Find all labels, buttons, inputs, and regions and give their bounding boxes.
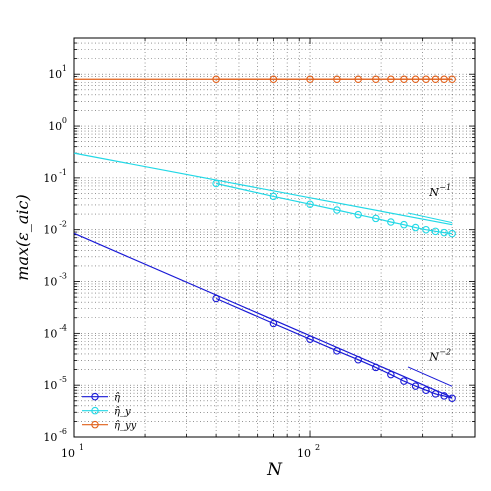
series-2 [73, 152, 456, 238]
y-tick-exponent: 0 [62, 116, 67, 125]
data-point [387, 218, 395, 226]
legend-marker [91, 420, 99, 429]
series-1 [73, 232, 456, 402]
legend: η̂ η̂_y η̂_yy [82, 393, 137, 432]
data-point [448, 75, 456, 83]
y-tick-label: 10 [48, 120, 62, 133]
legend-marker [91, 406, 99, 415]
y-tick-exponent: -4 [59, 323, 67, 332]
y-tick-exponent: -3 [59, 272, 67, 281]
data-point [354, 210, 362, 219]
y-tick-label: 10 [48, 68, 62, 81]
legend-marker [91, 392, 99, 401]
legend-entry-2: η̂_y [82, 407, 131, 418]
slope-annotation-2: N −2 [407, 347, 453, 387]
slope-label: N [428, 186, 439, 199]
y-tick-label: 10 [43, 172, 57, 185]
legend-entry-3: η̂_yy [82, 421, 137, 432]
data-point [431, 75, 440, 83]
slope-annotation-1: N −1 [407, 183, 453, 224]
x-axis-label: N [266, 460, 283, 480]
data-point [269, 319, 278, 328]
series-group [73, 75, 456, 402]
reference-slope-line [407, 212, 453, 224]
slope-annotations: N −1N −2 [407, 183, 453, 387]
data-point [422, 386, 430, 394]
legend-label: η̂_yy [114, 421, 137, 432]
data-point [448, 229, 456, 238]
data-point [387, 75, 395, 83]
y-tick-exponent: -5 [59, 375, 67, 384]
series-line [215, 182, 453, 235]
y-axis-label: max(ε_aic) [13, 194, 32, 280]
data-point [212, 179, 220, 188]
data-point [306, 335, 314, 343]
legend-entry-1: η̂ [82, 393, 120, 404]
data-point [269, 75, 278, 83]
y-tick-label: 10 [43, 327, 57, 340]
slope-exponent: −1 [439, 183, 451, 192]
data-point [372, 75, 380, 83]
data-point [422, 225, 430, 234]
y-tick-label: 10 [43, 379, 57, 392]
data-point [411, 223, 420, 232]
legend-label: η̂ [114, 393, 120, 404]
y-tick-exponent: -6 [59, 427, 67, 436]
data-point [212, 294, 220, 303]
data-point [400, 377, 408, 385]
data-point [431, 227, 440, 236]
x-tick-label: 10 [61, 447, 75, 460]
data-point [422, 75, 430, 83]
data-point [333, 206, 341, 214]
series-fit-line [73, 232, 453, 398]
data-point [354, 355, 362, 364]
data-point [440, 75, 448, 83]
y-tick-label: 10 [43, 276, 57, 289]
data-point [431, 390, 440, 398]
series-3 [74, 75, 456, 83]
legend-label: η̂_y [114, 407, 131, 418]
slope-label: N [428, 350, 439, 363]
data-point [440, 392, 448, 400]
data-point [400, 75, 408, 83]
data-point [448, 394, 456, 402]
data-point [400, 220, 408, 229]
y-tick-exponent: 1 [62, 64, 67, 73]
data-point [411, 382, 420, 390]
data-point [354, 75, 362, 83]
y-tick-label: 10 [43, 431, 57, 444]
grid [73, 37, 476, 438]
data-point [387, 370, 395, 379]
data-point [372, 214, 380, 223]
data-point [333, 347, 341, 355]
data-point [212, 75, 220, 83]
x-tick-exponent: 2 [315, 443, 320, 452]
data-point [306, 200, 314, 208]
data-point [372, 363, 380, 372]
data-point [333, 75, 341, 83]
y-tick-label: 10 [43, 224, 57, 237]
slope-exponent: −2 [439, 347, 451, 356]
data-point [269, 192, 278, 201]
series-line [215, 297, 453, 399]
x-tick-exponent: 1 [79, 443, 84, 452]
x-tick-label: 10 [297, 447, 311, 460]
y-tick-exponent: -1 [59, 168, 67, 177]
data-point [411, 75, 420, 83]
data-point [440, 228, 448, 237]
y-tick-exponent: -2 [59, 220, 67, 229]
reference-slope-line [407, 366, 453, 387]
data-point [306, 75, 314, 83]
series-fit-line [73, 152, 453, 226]
